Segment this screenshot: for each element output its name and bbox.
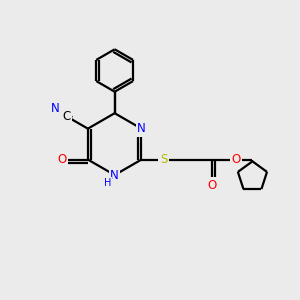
Text: N: N <box>137 122 146 135</box>
Text: O: O <box>232 153 241 166</box>
Text: O: O <box>208 179 217 192</box>
Text: N: N <box>51 102 60 116</box>
Text: C: C <box>63 110 71 123</box>
Text: O: O <box>58 153 67 166</box>
Text: H: H <box>103 178 111 188</box>
Text: N: N <box>110 169 119 182</box>
Text: S: S <box>160 153 167 166</box>
